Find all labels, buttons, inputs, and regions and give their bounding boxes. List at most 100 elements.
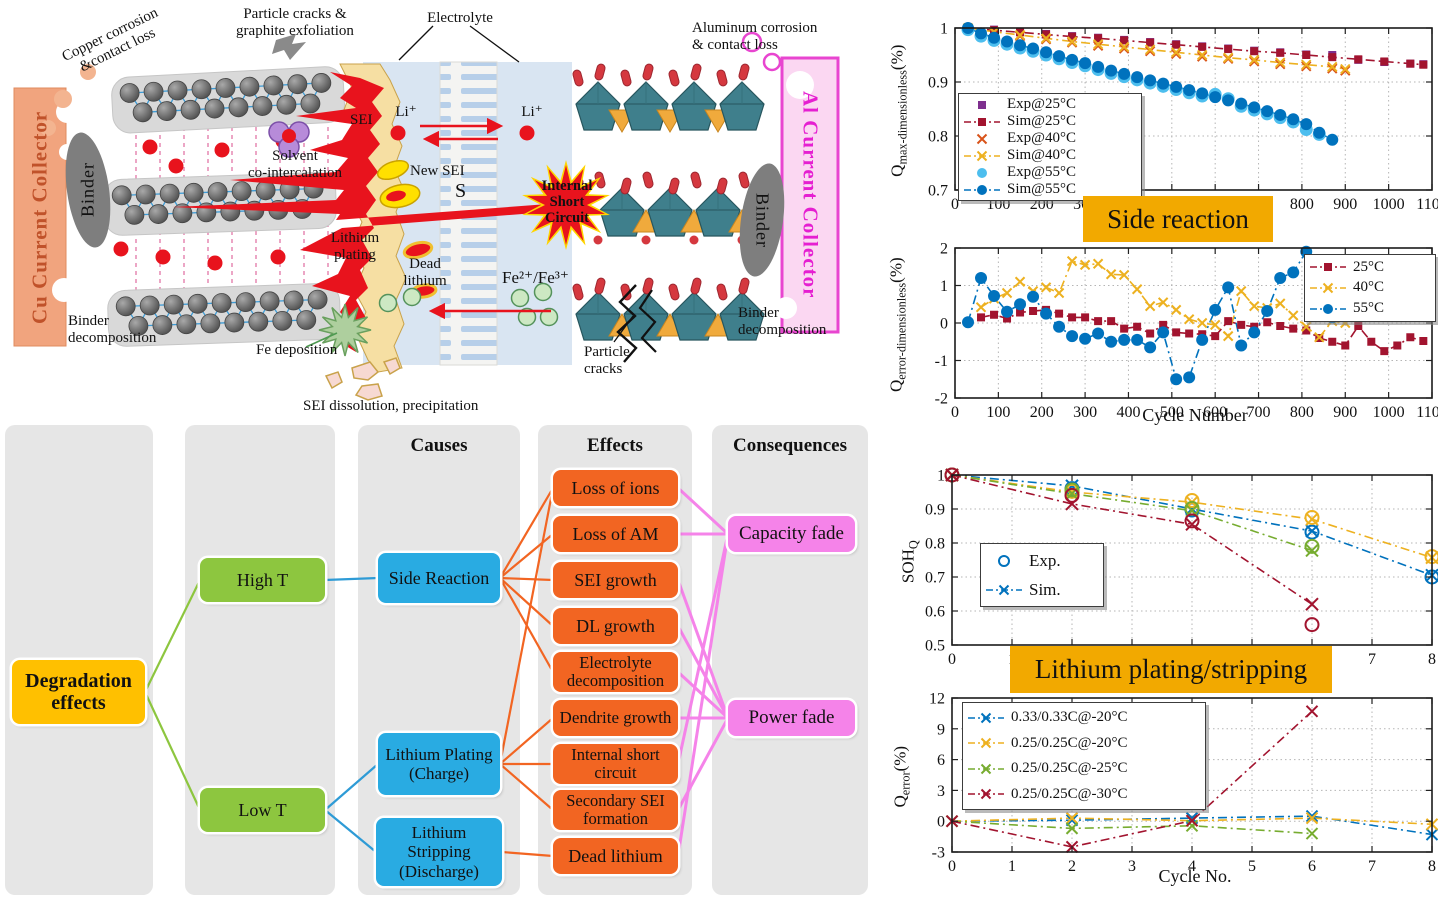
svg-text:3: 3	[937, 783, 945, 800]
svg-text:5: 5	[1248, 858, 1256, 875]
li-ion-dot	[142, 139, 158, 155]
legend-entry: 0.25/0.25C@-20°C	[967, 735, 1197, 751]
svg-text:0: 0	[940, 316, 948, 333]
node-degradation-effects: Degradation effects	[12, 660, 145, 724]
label-cu-current-collector: Cu Current Collector	[27, 110, 52, 324]
flow-column-causes	[358, 425, 520, 895]
node-side-reaction: Side Reaction	[378, 553, 500, 603]
flow-line-side-reaction-sei-growth	[499, 576, 554, 582]
series-line-Sim@40°C	[967, 27, 1346, 70]
electrolyte-pointer-left	[398, 25, 434, 61]
new-sei-blobs	[376, 159, 421, 209]
ylabel-qerror: Qerror(%)	[890, 745, 913, 808]
legend-entry: Exp@25°C	[963, 97, 1133, 112]
highlight-lithium-plating-stripping: Lithium plating/stripping	[1010, 646, 1332, 693]
fe-ion-dots	[378, 282, 559, 327]
flow-column-consequences	[712, 425, 868, 895]
xlabel-cycle-no: Cycle No.	[1158, 866, 1232, 886]
legend-sohq: Exp. Sim.	[980, 543, 1104, 607]
flow-line-side-reaction-loss-ions	[499, 487, 554, 579]
series-line-Sim green	[951, 474, 1313, 552]
node-electrolyte-decomposition: Electrolyte decomposition	[553, 652, 678, 692]
flow-line-li-plating-secondary-sei	[499, 763, 554, 811]
label-li-left: Li⁺	[395, 104, 417, 120]
svg-text:0: 0	[951, 404, 959, 421]
svg-text:900: 900	[1333, 196, 1357, 213]
header-causes: Causes	[410, 435, 468, 456]
legend-entry: Sim@40°C	[963, 148, 1133, 163]
svg-text:9: 9	[937, 721, 945, 738]
al-current-collector	[780, 56, 840, 334]
svg-text:7: 7	[1368, 651, 1376, 668]
flow-line-short-circuit-capacity-fade	[676, 533, 730, 765]
chart-soh-q: 0123456780.50.60.70.80.91	[925, 467, 1438, 668]
svg-text:100: 100	[986, 404, 1010, 421]
svg-text:0.7: 0.7	[925, 570, 945, 587]
label-binder-right: Binder	[752, 192, 773, 248]
ylabel-qmax: Qmax-dimensionless(%)	[887, 44, 910, 177]
node-secondary-sei-formation: Secondary SEI formation	[553, 790, 678, 830]
series-line-0.25/0.25C@-30°C	[951, 710, 1313, 848]
svg-text:400: 400	[1116, 404, 1140, 421]
legend-entry: Sim@55°C	[963, 182, 1133, 197]
node-loss-of-ions: Loss of ions	[553, 470, 678, 506]
legend-qerror-dim: 25°C 40°C 55°C	[1304, 254, 1436, 322]
series-line-0.25/0.25C@-25°C	[951, 820, 1313, 835]
flow-line-low-t-li-stripping	[324, 809, 377, 853]
particle-cracks-pointer	[613, 315, 634, 343]
copper-ion-dot	[80, 64, 96, 80]
legend-entry: 55°C	[1309, 301, 1427, 316]
cu-current-collector	[13, 87, 67, 347]
series-line-Sim red	[951, 474, 1313, 605]
svg-text:1000: 1000	[1373, 196, 1405, 213]
label-al-current-collector: Al Current Collector	[798, 91, 823, 299]
series-line-55°C	[967, 249, 1333, 381]
svg-text:300: 300	[1073, 404, 1097, 421]
li-ion-dot-right	[519, 125, 535, 141]
legend-entry: Exp.	[985, 552, 1095, 569]
svg-text:0: 0	[937, 814, 945, 831]
copper-ion-dot-2	[54, 90, 72, 108]
label-binder-decomposition-left: Binder decomposition	[68, 313, 157, 346]
svg-text:0: 0	[951, 196, 959, 213]
sei-dissolution-blobs	[324, 357, 401, 401]
svg-text:8: 8	[1428, 651, 1436, 668]
li-ion-dot	[270, 249, 286, 265]
label-internal-short-circuit: Internal Short Circuit	[541, 178, 593, 227]
flow-line-dl-growth-power-fade	[676, 625, 730, 719]
node-high-t: High T	[200, 558, 325, 602]
header-effects: Effects	[587, 435, 643, 456]
flow-line-side-reaction-loss-am	[499, 533, 554, 579]
svg-text:7: 7	[1368, 858, 1376, 875]
node-lithium-stripping: Lithium Stripping (Discharge)	[376, 818, 502, 886]
highlight-side-reaction: Side reaction	[1083, 196, 1273, 242]
label-electrolyte: Electrolyte	[427, 10, 493, 26]
flow-line-degradation-high-t	[144, 579, 201, 693]
legend-entry: 0.33/0.33C@-20°C	[967, 710, 1197, 725]
svg-text:800: 800	[1290, 196, 1314, 213]
label-dead-lithium: Dead lithium	[403, 256, 447, 289]
al-corrosion-bite	[786, 71, 814, 99]
copper-ion-dot-3	[40, 120, 56, 136]
node-lithium-plating: Lithium Plating (Charge)	[378, 733, 500, 795]
label-binder-decomposition-right: Binder decomposition	[738, 305, 827, 338]
svg-text:200: 200	[1030, 404, 1054, 421]
legend-entry: 25°C	[1309, 259, 1427, 275]
svg-text:0: 0	[948, 651, 956, 668]
lithium-plating-shape	[172, 72, 548, 352]
battery-degradation-schematic: Particle cracks & graphite exfoliation E…	[0, 0, 880, 420]
li-ion-dot	[113, 241, 129, 257]
flow-line-loss-ions-capacity-fade	[676, 486, 730, 536]
svg-text:0.7: 0.7	[928, 183, 948, 200]
legend-entry: 0.25/0.25C@-25°C	[967, 761, 1197, 776]
flow-line-low-t-li-plating	[324, 763, 379, 811]
svg-text:0.8: 0.8	[925, 536, 945, 553]
legend-entry: Sim.	[985, 581, 1095, 598]
flow-line-degradation-low-t	[144, 691, 201, 811]
ylabel-sohq: SOHQ	[898, 540, 921, 584]
svg-text:-1: -1	[935, 353, 948, 370]
cathode-lattice	[572, 63, 765, 341]
series-line-0.33/0.33C@-20°C	[951, 815, 1433, 836]
svg-text:600: 600	[1203, 404, 1227, 421]
node-dead-lithium: Dead lithium	[553, 838, 678, 874]
